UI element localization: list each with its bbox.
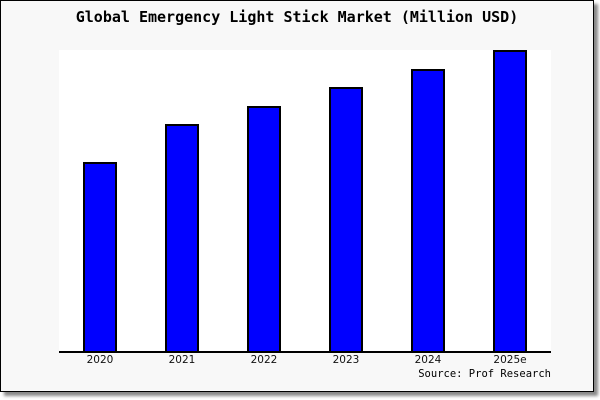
chart-card: Global Emergency Light Stick Market (Mil… (0, 0, 594, 392)
bar-2024 (411, 68, 445, 351)
x-axis-labels: 2020 2021 2022 2023 2024 2025e (59, 354, 551, 366)
source-credit: Source: Prof Research (418, 368, 551, 380)
bar-slot-2020 (59, 50, 141, 351)
x-tick-2025e: 2025e (493, 354, 527, 366)
bar-2020 (83, 162, 117, 351)
x-tick-2022: 2022 (250, 354, 278, 366)
bar-2021 (165, 124, 199, 351)
x-tick-2023: 2023 (332, 354, 360, 366)
x-tick-2020: 2020 (86, 354, 114, 366)
bar-slot-2024 (387, 50, 469, 351)
x-tick-2021: 2021 (168, 354, 196, 366)
bar-2023 (329, 86, 363, 351)
bar-slot-2025e (469, 50, 551, 351)
plot-area (59, 50, 551, 353)
bar-slot-2021 (141, 50, 223, 351)
bar-slot-2023 (305, 50, 387, 351)
bar-slot-2022 (223, 50, 305, 351)
bar-2022 (247, 105, 281, 351)
bar-2025e (493, 50, 527, 351)
x-tick-2024: 2024 (414, 354, 442, 366)
bars-container (59, 50, 551, 351)
chart-title: Global Emergency Light Stick Market (Mil… (75, 8, 519, 26)
